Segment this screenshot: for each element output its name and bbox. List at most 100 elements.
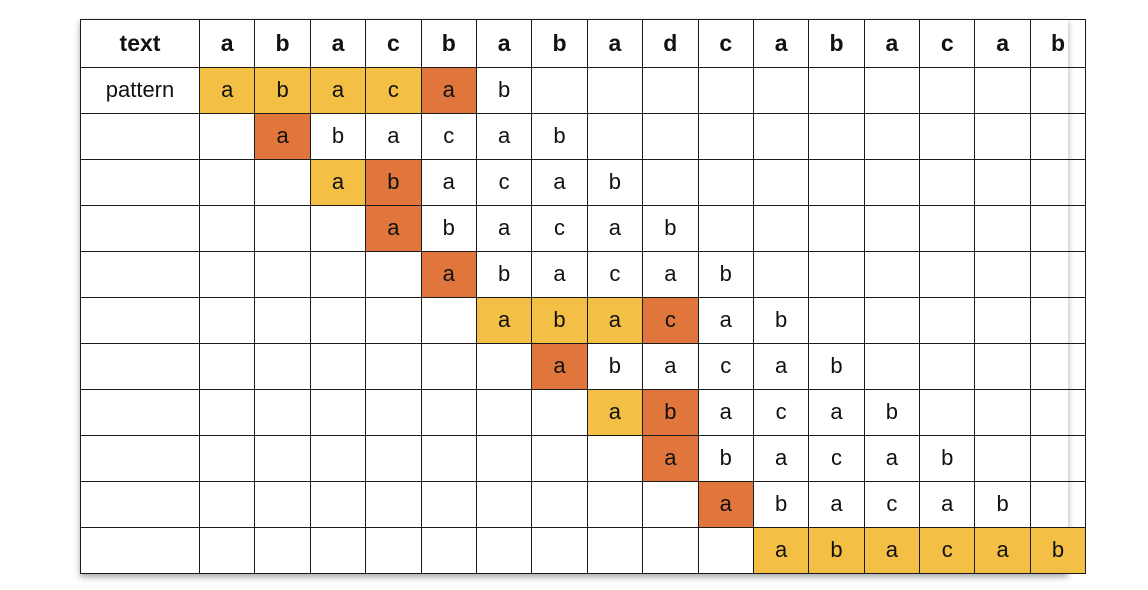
empty-cell bbox=[475, 526, 533, 575]
pattern-char-cell: a bbox=[586, 296, 644, 344]
row-label-cell bbox=[80, 526, 200, 575]
pattern-char-cell: b bbox=[420, 204, 477, 252]
pattern-char-cell: b bbox=[475, 66, 533, 114]
empty-cell bbox=[198, 480, 256, 528]
pattern-char-cell: a bbox=[531, 158, 588, 206]
pattern-char-cell: b bbox=[531, 296, 588, 344]
empty-cell bbox=[974, 296, 1031, 344]
empty-cell bbox=[254, 388, 311, 436]
empty-cell bbox=[198, 112, 256, 160]
pattern-char-cell: b bbox=[752, 296, 810, 344]
empty-cell bbox=[974, 112, 1031, 160]
empty-cell bbox=[697, 66, 754, 114]
pattern-char-cell: a bbox=[475, 296, 533, 344]
empty-cell bbox=[420, 296, 477, 344]
pattern-char-cell: a bbox=[752, 526, 810, 575]
empty-cell bbox=[309, 250, 367, 298]
pattern-char-cell: b bbox=[697, 434, 754, 482]
text-char-cell: c bbox=[365, 19, 422, 68]
empty-cell bbox=[420, 342, 477, 390]
row-label-cell bbox=[80, 434, 200, 482]
empty-cell bbox=[1029, 158, 1087, 206]
empty-cell bbox=[254, 296, 311, 344]
pattern-char-cell: a bbox=[420, 158, 477, 206]
pattern-char-cell: a bbox=[475, 204, 533, 252]
empty-cell bbox=[198, 526, 256, 575]
header-label: text bbox=[80, 19, 200, 68]
pattern-char-cell: c bbox=[365, 66, 422, 114]
pattern-char-cell: b bbox=[752, 480, 810, 528]
empty-cell bbox=[254, 250, 311, 298]
pattern-char-cell: a bbox=[198, 66, 256, 114]
empty-cell bbox=[309, 388, 367, 436]
empty-cell bbox=[254, 434, 311, 482]
empty-cell bbox=[974, 66, 1031, 114]
empty-cell bbox=[198, 342, 256, 390]
pattern-char-cell: b bbox=[919, 434, 976, 482]
empty-cell bbox=[808, 66, 865, 114]
text-char-cell: c bbox=[697, 19, 754, 68]
empty-cell bbox=[974, 204, 1031, 252]
pattern-char-cell: b bbox=[808, 526, 865, 575]
empty-cell bbox=[198, 434, 256, 482]
empty-cell bbox=[642, 526, 699, 575]
pattern-char-cell: a bbox=[309, 66, 367, 114]
empty-cell bbox=[365, 526, 422, 575]
pattern-char-cell: a bbox=[531, 250, 588, 298]
text-char-cell: b bbox=[1029, 19, 1087, 68]
empty-cell bbox=[531, 526, 588, 575]
pattern-char-cell: a bbox=[365, 204, 422, 252]
empty-cell bbox=[974, 434, 1031, 482]
text-char-cell: b bbox=[254, 19, 311, 68]
pattern-char-cell: b bbox=[697, 250, 754, 298]
empty-cell bbox=[365, 296, 422, 344]
pattern-char-cell: a bbox=[531, 342, 588, 390]
pattern-char-cell: b bbox=[586, 342, 644, 390]
pattern-char-cell: c bbox=[697, 342, 754, 390]
pattern-char-cell: a bbox=[475, 112, 533, 160]
empty-cell bbox=[309, 526, 367, 575]
text-char-cell: a bbox=[863, 19, 921, 68]
text-char-cell: d bbox=[642, 19, 699, 68]
empty-cell bbox=[863, 112, 921, 160]
empty-cell bbox=[586, 526, 644, 575]
text-char-cell: b bbox=[808, 19, 865, 68]
empty-cell bbox=[1029, 66, 1087, 114]
pattern-char-cell: b bbox=[309, 112, 367, 160]
empty-cell bbox=[642, 480, 699, 528]
empty-cell bbox=[420, 434, 477, 482]
text-char-cell: b bbox=[420, 19, 477, 68]
pattern-char-cell: a bbox=[365, 112, 422, 160]
pattern-char-cell: b bbox=[586, 158, 644, 206]
pattern-char-cell: a bbox=[974, 526, 1031, 575]
empty-cell bbox=[475, 434, 533, 482]
pattern-char-cell: b bbox=[642, 204, 699, 252]
pattern-char-cell: b bbox=[475, 250, 533, 298]
pattern-char-cell: a bbox=[697, 480, 754, 528]
pattern-char-cell: a bbox=[309, 158, 367, 206]
empty-cell bbox=[974, 250, 1031, 298]
pattern-char-cell: a bbox=[697, 388, 754, 436]
empty-cell bbox=[254, 480, 311, 528]
pattern-char-cell: c bbox=[586, 250, 644, 298]
empty-cell bbox=[1029, 342, 1087, 390]
pattern-char-cell: b bbox=[863, 388, 921, 436]
empty-cell bbox=[919, 388, 976, 436]
empty-cell bbox=[808, 112, 865, 160]
empty-cell bbox=[808, 204, 865, 252]
pattern-char-cell: a bbox=[863, 526, 921, 575]
pattern-char-cell: a bbox=[642, 342, 699, 390]
empty-cell bbox=[531, 480, 588, 528]
empty-cell bbox=[475, 480, 533, 528]
pattern-char-cell: a bbox=[642, 434, 699, 482]
pattern-char-cell: c bbox=[475, 158, 533, 206]
empty-cell bbox=[1029, 112, 1087, 160]
pattern-char-cell: a bbox=[808, 480, 865, 528]
empty-cell bbox=[254, 204, 311, 252]
empty-cell bbox=[1029, 204, 1087, 252]
